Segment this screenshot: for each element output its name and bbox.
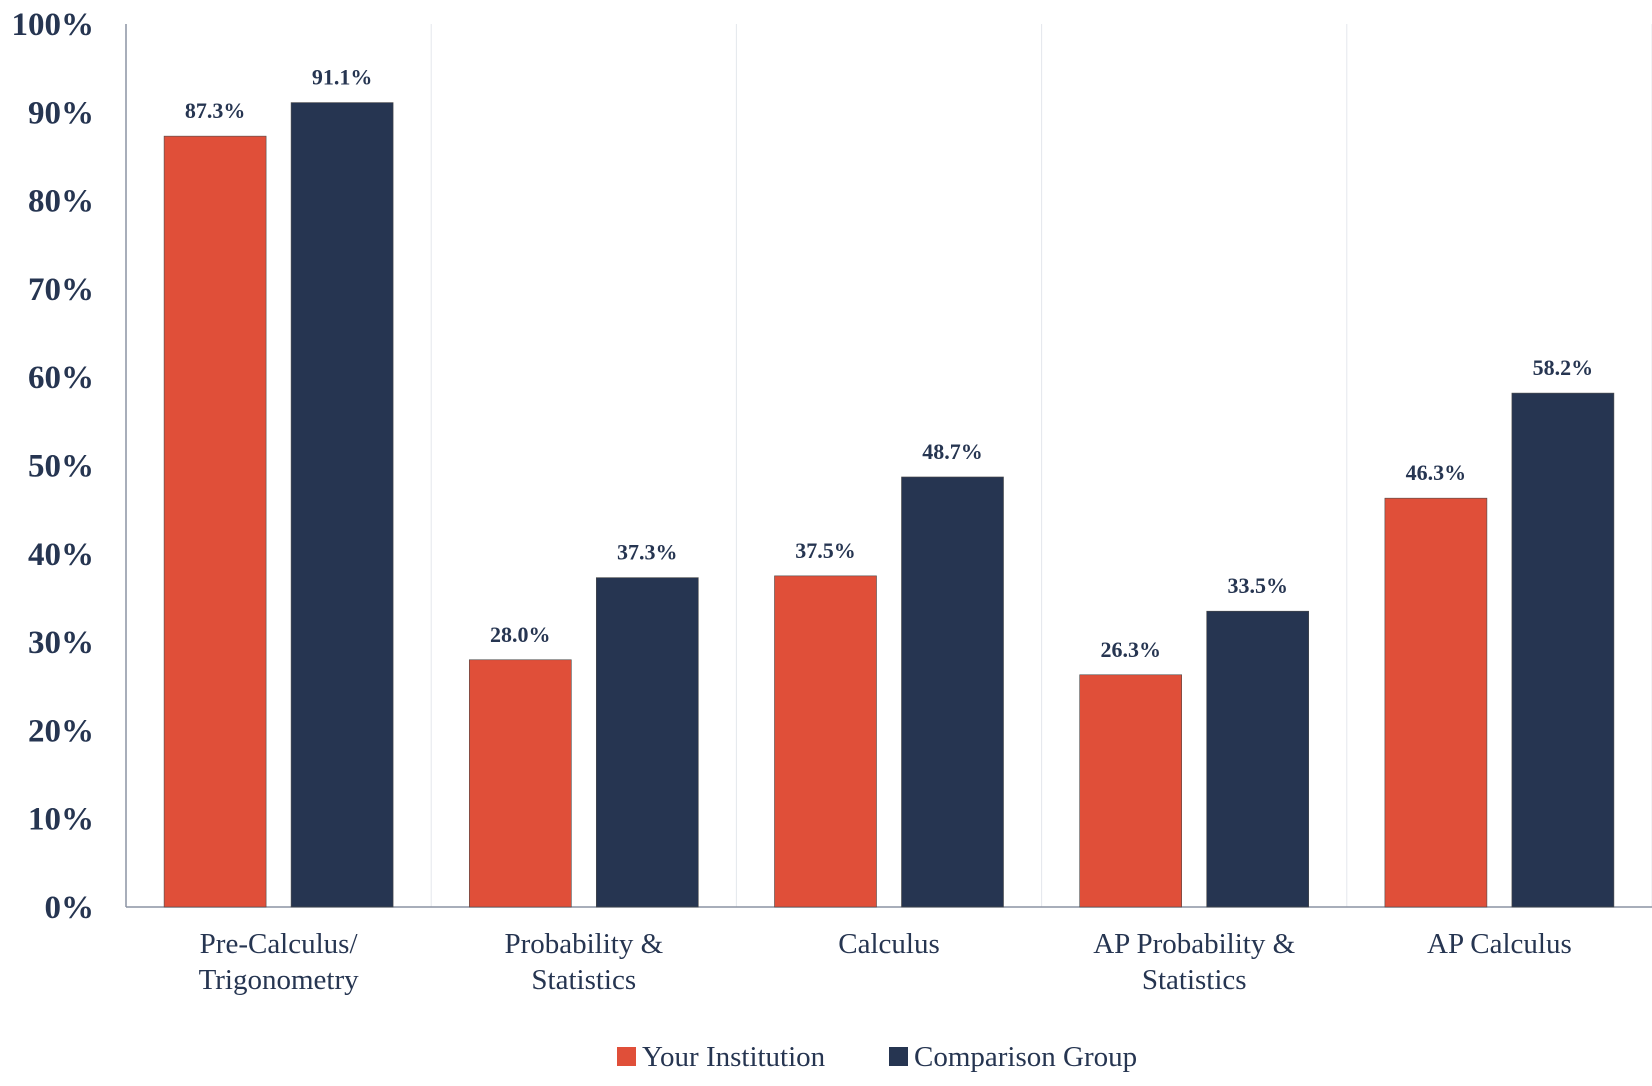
data-label: 46.3% (1406, 460, 1467, 485)
x-tick-label: Probability &Statistics (504, 928, 663, 996)
legend-swatch (617, 1047, 636, 1066)
y-tick-label: 0% (45, 890, 95, 926)
bar (1512, 393, 1614, 907)
y-tick-label: 50% (28, 449, 94, 485)
data-label: 37.5% (795, 538, 856, 563)
data-label: 26.3% (1100, 637, 1161, 662)
bar (469, 660, 571, 907)
bar (902, 477, 1004, 907)
x-tick-label: AP Calculus (1427, 928, 1572, 960)
y-tick-label: 10% (28, 802, 94, 838)
data-label: 87.3% (185, 98, 246, 123)
y-tick-label: 60% (28, 360, 94, 396)
y-tick-label: 70% (28, 272, 94, 308)
x-tick-label: Pre-Calculus/Trigonometry (199, 928, 360, 996)
data-label: 48.7% (922, 439, 983, 464)
y-tick-label: 40% (28, 537, 94, 573)
bar (1207, 611, 1309, 907)
bar (596, 578, 698, 907)
y-tick-label: 30% (28, 625, 94, 661)
bar (1385, 498, 1487, 907)
bar (1080, 675, 1182, 907)
legend: Your Institution Comparison Group (617, 1041, 1137, 1073)
x-tick-label: Calculus (838, 928, 940, 960)
legend-label: Comparison Group (914, 1041, 1137, 1073)
bar (291, 103, 393, 907)
bar (775, 576, 877, 907)
data-label: 33.5% (1227, 573, 1288, 598)
data-label: 28.0% (490, 622, 551, 647)
data-label: 37.3% (617, 540, 678, 565)
data-labels-layer: 87.3% 91.1% 28.0% 37.3% 37.5% 48.7% 26.3% 33.5%… (185, 65, 1593, 662)
y-tick-label: 100% (12, 7, 95, 43)
bar (164, 136, 266, 907)
x-tick-label: AP Probability &Statistics (1093, 928, 1295, 996)
y-tick-label: 80% (28, 184, 94, 220)
data-label: 91.1% (312, 65, 373, 90)
bars-layer (164, 103, 1614, 907)
y-tick-label: 90% (28, 95, 94, 131)
data-label: 58.2% (1533, 355, 1594, 380)
legend-label: Your Institution (642, 1041, 826, 1073)
y-tick-label: 20% (28, 713, 94, 749)
legend-swatch (889, 1047, 908, 1066)
